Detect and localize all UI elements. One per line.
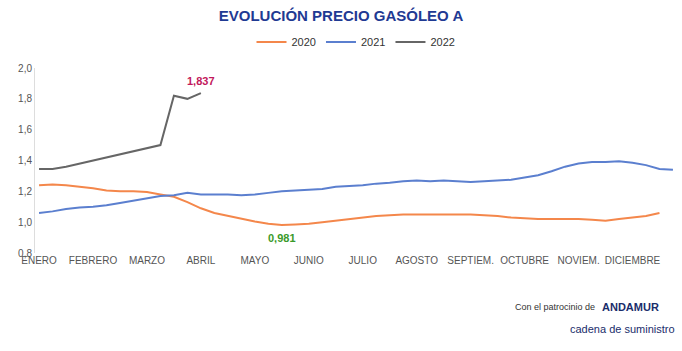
svg-text:2020: 2020 <box>292 36 316 48</box>
svg-text:AGOSTO: AGOSTO <box>395 255 438 266</box>
svg-text:1,4: 1,4 <box>18 155 32 166</box>
svg-text:1,8: 1,8 <box>18 93 32 104</box>
svg-text:ANDAMUR: ANDAMUR <box>602 301 659 313</box>
svg-text:MAYO: MAYO <box>240 255 269 266</box>
svg-text:2,0: 2,0 <box>18 63 32 74</box>
svg-text:JUNIO: JUNIO <box>294 255 324 266</box>
svg-text:MARZO: MARZO <box>129 255 165 266</box>
svg-text:1,0: 1,0 <box>18 217 32 228</box>
svg-text:2021: 2021 <box>361 36 385 48</box>
svg-text:SEPTIEM.: SEPTIEM. <box>447 255 494 266</box>
svg-text:cadena de suministro: cadena de suministro <box>570 323 675 335</box>
svg-text:OCTUBRE: OCTUBRE <box>500 255 549 266</box>
svg-text:Con el patrocinio de: Con el patrocinio de <box>515 302 595 312</box>
svg-text:ABRIL: ABRIL <box>186 255 215 266</box>
svg-text:DICIEMBRE: DICIEMBRE <box>605 255 661 266</box>
svg-text:1,2: 1,2 <box>18 186 32 197</box>
svg-text:1,6: 1,6 <box>18 124 32 135</box>
svg-text:1,837: 1,837 <box>187 75 215 87</box>
svg-text:0,981: 0,981 <box>268 232 296 244</box>
svg-text:0,8: 0,8 <box>18 248 32 259</box>
svg-text:2022: 2022 <box>430 36 454 48</box>
svg-text:ENERO: ENERO <box>21 255 57 266</box>
svg-text:EVOLUCIÓN PRECIO GASÓLEO A: EVOLUCIÓN PRECIO GASÓLEO A <box>219 7 464 24</box>
svg-text:NOVIEM.: NOVIEM. <box>557 255 599 266</box>
svg-text:JULIO: JULIO <box>349 255 378 266</box>
svg-text:FEBRERO: FEBRERO <box>69 255 118 266</box>
